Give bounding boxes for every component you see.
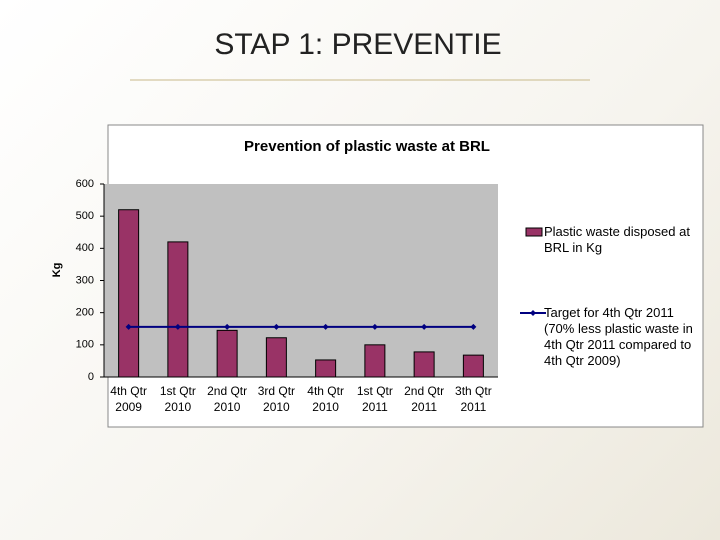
bar [118,209,140,378]
y-tick-label: 300 [76,274,94,286]
legend-marker [530,310,536,316]
bar [413,351,435,378]
y-tick-label: 600 [76,178,94,190]
bar [167,241,189,378]
y-tick-label: 0 [88,371,94,383]
slide-title: STAP 1: PREVENTIE [214,28,501,61]
y-tick-label: 200 [76,307,94,319]
y-tick-label: 100 [76,339,94,351]
line-marker [174,323,181,330]
x-tick-label: 1st Qtr 2010 [159,384,196,414]
legend-swatch [525,227,543,237]
y-tick-label: 500 [76,210,94,222]
x-tick-label: 2nd Qtr 2011 [404,384,445,414]
line-marker [125,323,132,330]
x-tick-label: 3th Qtr 2011 [455,384,492,414]
x-tick-label: 3rd Qtr 2010 [257,384,296,414]
line-marker [371,323,378,330]
y-tick-label: 400 [76,242,94,254]
y-axis-label: Kg [51,263,63,278]
legend-label: Plastic waste disposed at BRL in Kg [544,224,690,255]
x-tick-label: 4th Qtr 2010 [307,384,344,414]
line-marker [224,323,231,330]
line-marker [470,323,477,330]
bar [265,337,287,378]
legend-label: Target for 4th Qtr 2011 (70% less plasti… [544,305,693,368]
line-marker [322,323,329,330]
x-tick-label: 2nd Qtr 2010 [207,384,248,414]
bar [216,329,238,378]
bar [315,359,337,378]
chart-title: Prevention of plastic waste at BRL [244,138,490,155]
x-tick-label: 4th Qtr 2009 [110,384,147,414]
bar [462,354,484,378]
line-marker [273,323,280,330]
line-marker [421,323,428,330]
x-tick-label: 1st Qtr 2011 [356,384,393,414]
bar [364,344,386,378]
plot-area [104,184,498,377]
